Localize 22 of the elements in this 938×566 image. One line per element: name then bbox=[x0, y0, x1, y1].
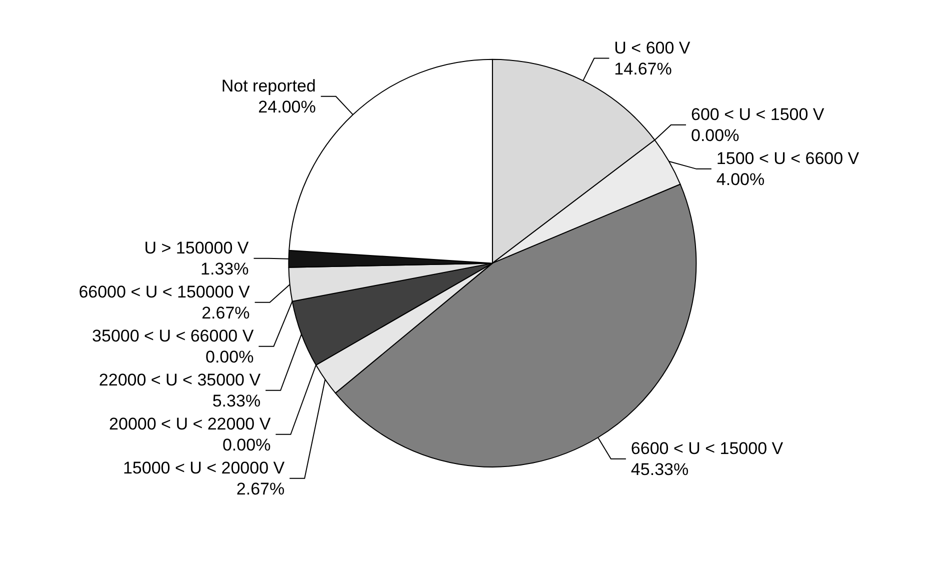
category-label: 35000 < U < 66000 V bbox=[92, 326, 254, 346]
data-label: 5.33% bbox=[212, 391, 261, 410]
slice-label: 15000 < U < 20000 V bbox=[122, 458, 286, 478]
text: 0.00% bbox=[690, 126, 740, 145]
category-label: 20000 < U < 22000 V bbox=[109, 414, 271, 434]
data-label: 24.00% bbox=[258, 97, 316, 116]
data-label: 14.67% bbox=[614, 59, 672, 78]
slice-label: Not reported bbox=[221, 76, 316, 96]
slice-label: U > 150000 V bbox=[144, 238, 250, 258]
category-label: 600 < U < 1500 V bbox=[690, 104, 824, 124]
data-label: 4.00% bbox=[716, 170, 765, 189]
text: 0.00% bbox=[222, 435, 271, 454]
data-label: 45.33% bbox=[630, 460, 689, 479]
slice-label: 1500 < U < 6600 V bbox=[716, 148, 860, 168]
slice-label: U < 600 V bbox=[614, 38, 691, 58]
slice-label: 6600 < U < 15000 V bbox=[630, 438, 784, 458]
data-label: 2.67% bbox=[236, 479, 285, 498]
data-label: 1.33% bbox=[200, 259, 249, 278]
text: 0.00% bbox=[205, 347, 254, 366]
slice-label: 22000 < U < 35000 V bbox=[98, 370, 262, 390]
slice-label: 66000 < U < 150000 V bbox=[78, 282, 250, 302]
data-label: 2.67% bbox=[202, 303, 250, 322]
